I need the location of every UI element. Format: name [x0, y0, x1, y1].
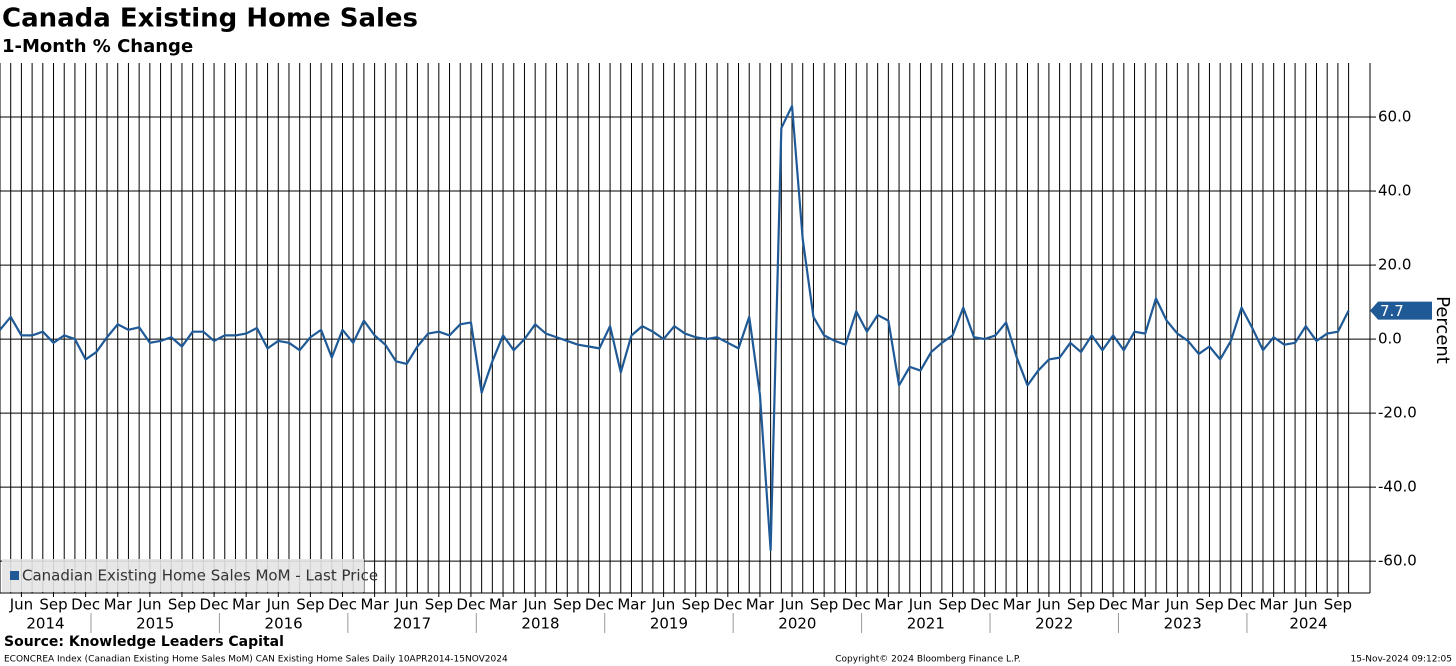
x-tick-label: Dec [1099, 596, 1128, 614]
x-tick-label: Dec [842, 596, 871, 614]
legend-label: Canadian Existing Home Sales MoM - Last … [22, 567, 378, 585]
x-tick-label: Sep [1067, 596, 1095, 614]
legend-swatch [10, 571, 19, 580]
x-tick-label: Sep [425, 596, 453, 614]
year-label: 2021 [907, 615, 945, 633]
y-tick-label: 20.0 [1378, 256, 1411, 274]
year-label: 2022 [1035, 615, 1073, 633]
x-tick-label: Dec [200, 596, 229, 614]
x-tick-label: Sep [810, 596, 838, 614]
chart-title: Canada Existing Home Sales [2, 4, 418, 34]
x-tick-label: Sep [296, 596, 324, 614]
x-tick-label: Jun [137, 596, 161, 614]
x-tick-label: Mar [617, 596, 646, 614]
footer-left: ECONCREA Index (Canadian Existing Home S… [4, 655, 508, 665]
x-tick-label: Mar [746, 596, 775, 614]
x-tick-label: Dec [585, 596, 614, 614]
x-tick-label: Jun [522, 596, 546, 614]
year-label: 2016 [265, 615, 303, 633]
x-tick-label: Jun [394, 596, 418, 614]
year-label: 2023 [1164, 615, 1202, 633]
x-tick-label: Mar [232, 596, 261, 614]
year-label: 2018 [521, 615, 559, 633]
year-label: 2017 [393, 615, 431, 633]
y-tick-label: -60.0 [1378, 552, 1417, 570]
y-axis-title: Percent [1432, 296, 1453, 364]
x-tick-label: Mar [1131, 596, 1160, 614]
x-tick-label: Mar [1260, 596, 1289, 614]
y-tick-label: 40.0 [1378, 182, 1411, 200]
source: Source: Knowledge Leaders Capital [4, 634, 284, 650]
legend: Canadian Existing Home Sales MoM - Last … [2, 559, 378, 592]
x-tick-label: Sep [1324, 596, 1352, 614]
year-label: 2015 [136, 615, 174, 633]
x-tick-label: Jun [1293, 596, 1317, 614]
year-label: 2019 [650, 615, 688, 633]
last-value-tag [1370, 301, 1432, 320]
x-tick-label: Dec [328, 596, 357, 614]
x-tick-label: Mar [104, 596, 133, 614]
x-tick-label: Mar [874, 596, 903, 614]
x-tick-label: Dec [1227, 596, 1256, 614]
x-tick-label: Sep [682, 596, 710, 614]
x-tick-label: Dec [71, 596, 100, 614]
y-tick-label: 0.0 [1378, 330, 1402, 348]
series-line [0, 104, 1350, 552]
year-label: 2024 [1289, 615, 1327, 633]
footer-right: 15-Nov-2024 09:12:05 [1351, 655, 1452, 665]
last-value-label: 7.7 [1380, 302, 1404, 320]
x-tick-label: Jun [1165, 596, 1189, 614]
footer-center: Copyright© 2024 Bloomberg Finance L.P. [835, 655, 1020, 665]
x-tick-label: Jun [908, 596, 932, 614]
x-tick-label: Jun [1036, 596, 1060, 614]
x-tick-label: Jun [9, 596, 33, 614]
x-tick-label: Dec [713, 596, 742, 614]
year-label: 2020 [778, 615, 816, 633]
chart-subtitle: 1-Month % Change [2, 36, 193, 57]
x-tick-label: Sep [553, 596, 581, 614]
y-tick-label: -40.0 [1378, 478, 1417, 496]
x-tick-label: Mar [1003, 596, 1032, 614]
x-tick-label: Jun [266, 596, 290, 614]
x-tick-label: Jun [651, 596, 675, 614]
y-tick-label: 60.0 [1378, 108, 1411, 126]
year-label: 2014 [26, 615, 64, 633]
x-tick-label: Jun [779, 596, 803, 614]
x-tick-label: Dec [970, 596, 999, 614]
x-tick-label: Mar [360, 596, 389, 614]
x-tick-label: Sep [39, 596, 67, 614]
x-tick-label: Sep [1195, 596, 1223, 614]
x-tick-label: Sep [938, 596, 966, 614]
x-tick-label: Mar [489, 596, 518, 614]
legend-box [2, 559, 364, 592]
x-tick-label: Sep [168, 596, 196, 614]
y-tick-label: -20.0 [1378, 404, 1417, 422]
x-tick-label: Dec [456, 596, 485, 614]
